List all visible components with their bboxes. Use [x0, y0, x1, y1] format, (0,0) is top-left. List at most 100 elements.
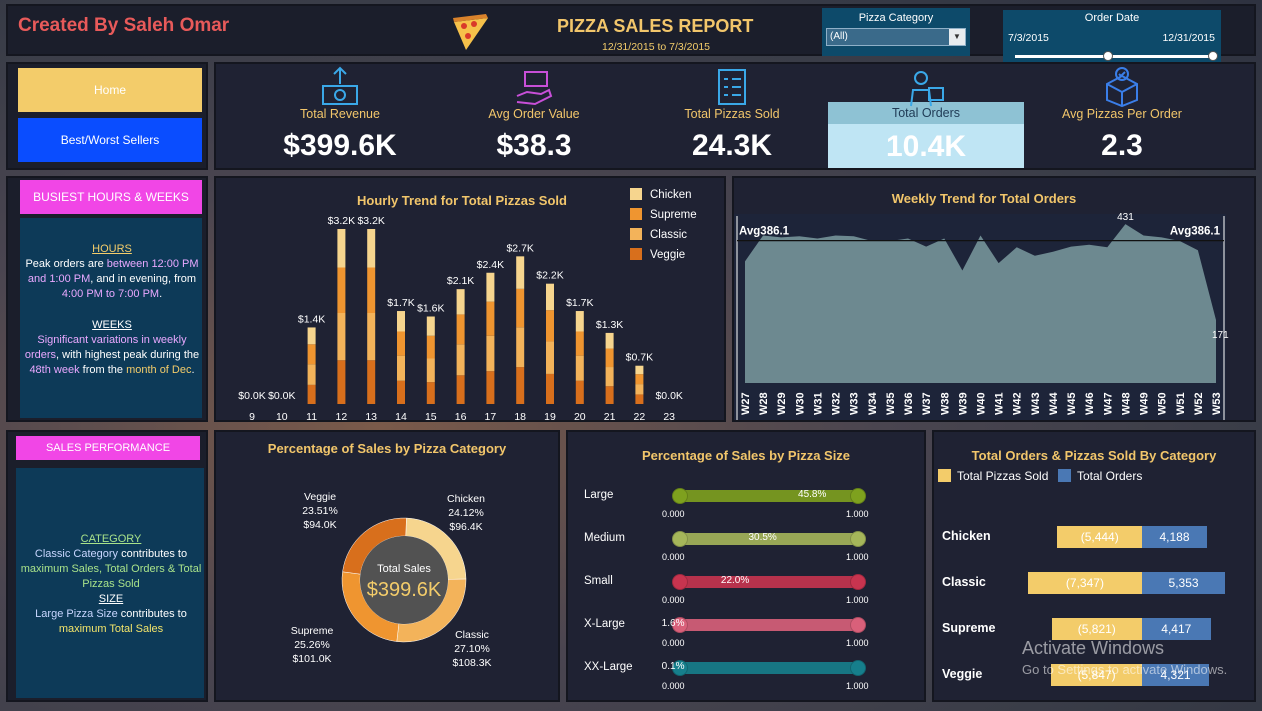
hourly-bar-segment[interactable] — [516, 367, 525, 404]
hourly-bar-segment[interactable] — [456, 344, 465, 376]
hourly-bar-segment[interactable] — [337, 313, 346, 361]
hourly-bar-segment[interactable] — [516, 288, 525, 328]
size-bar-track[interactable] — [678, 619, 858, 631]
total-orders-bar[interactable]: 4,321 — [1142, 664, 1210, 686]
hourly-bar-segment[interactable] — [635, 394, 644, 404]
donut-slice-label: Classic 27.10% $108.3K — [432, 628, 512, 670]
pizza-icon — [453, 14, 488, 50]
hourly-bar-segment[interactable] — [456, 289, 465, 315]
total-orders-bar[interactable]: 5,353 — [1142, 572, 1226, 594]
size-bar-value: 1.6% — [661, 618, 685, 629]
hourly-bar-segment[interactable] — [575, 331, 584, 356]
best-worst-sellers-button[interactable]: Best/Worst Sellers — [18, 118, 202, 162]
hourly-bar-segment[interactable] — [605, 386, 614, 404]
hourly-bar-segment[interactable] — [307, 384, 316, 404]
donut-center-label: Total Sales — [377, 563, 431, 575]
pizzas-sold-bar[interactable]: (5,444) — [1057, 526, 1142, 548]
size-bar-track[interactable] — [678, 533, 858, 545]
hourly-bar-segment[interactable] — [367, 313, 376, 361]
hourly-bar-segment[interactable] — [307, 344, 316, 365]
legend-swatch — [938, 469, 951, 482]
hourly-bar-segment[interactable] — [367, 360, 376, 404]
pizzas-sold-bar[interactable]: (5,847) — [1051, 664, 1142, 686]
hourly-bar-segment[interactable] — [367, 229, 376, 268]
hourly-bar-segment[interactable] — [486, 335, 495, 372]
hourly-tick-label: 11 — [306, 411, 317, 420]
pizzas-sold-bar[interactable]: (7,347) — [1027, 572, 1142, 594]
total-orders-bar[interactable]: 4,188 — [1142, 526, 1208, 548]
hourly-bar-segment[interactable] — [307, 327, 316, 345]
size-chart-title: Percentage of Sales by Pizza Size — [641, 448, 851, 463]
chevron-down-icon[interactable]: ▼ — [949, 29, 965, 45]
size-bar-track[interactable] — [678, 490, 858, 502]
pizza-category-select[interactable]: (All) ▼ — [826, 28, 966, 46]
hourly-bar-segment[interactable] — [575, 311, 584, 332]
hourly-bar-segment[interactable] — [635, 365, 644, 375]
hourly-bar-segment[interactable] — [337, 267, 346, 314]
size-tick-min: 0.000 — [662, 638, 685, 648]
weekly-tick-label: W45 — [1066, 392, 1078, 415]
legend-label: Supreme — [650, 209, 697, 221]
hourly-bar-segment[interactable] — [516, 256, 525, 289]
hourly-bar-segment[interactable] — [486, 272, 495, 302]
size-bar-track[interactable] — [678, 576, 858, 588]
category-chart-title: Total Orders & Pizzas Sold By Category — [971, 448, 1217, 463]
hourly-bar-segment[interactable] — [546, 310, 554, 342]
hourly-bar-segment[interactable] — [337, 229, 346, 268]
hourly-legend-item: Veggie — [630, 248, 685, 261]
size-row-label: Medium — [584, 532, 625, 544]
total-orders-bar[interactable]: 4,417 — [1142, 618, 1211, 640]
kpi-total-orders[interactable]: Total Orders 10.4K — [828, 71, 1024, 168]
hourly-bar-segment[interactable] — [456, 314, 465, 345]
hourly-bar-label: $0.7K — [626, 352, 653, 364]
hourly-bar-segment[interactable] — [546, 341, 554, 374]
hourly-bar-segment[interactable] — [575, 355, 584, 381]
hourly-bar-segment[interactable] — [605, 332, 614, 349]
size-row-label: X-Large — [584, 618, 625, 630]
hourly-bar-segment[interactable] — [426, 335, 435, 359]
hourly-bar-segment[interactable] — [546, 373, 554, 404]
hourly-bar-segment[interactable] — [426, 382, 435, 404]
kpi-avg-pizzas-per-order: Avg Pizzas Per Order 2.3 — [1022, 64, 1222, 168]
category-row-label: Classic — [942, 575, 986, 589]
hourly-bar-segment[interactable] — [605, 348, 614, 368]
hourly-bar-segment[interactable] — [635, 374, 644, 385]
hourly-bar-segment[interactable] — [367, 267, 376, 314]
kpi-label: Avg Pizzas Per Order — [1062, 107, 1182, 121]
hourly-bar-segment[interactable] — [575, 380, 584, 404]
weekly-area[interactable] — [745, 224, 1216, 383]
hourly-bar-segment[interactable] — [397, 380, 405, 404]
hourly-bar-segment[interactable] — [635, 384, 644, 395]
hourly-bar-segment[interactable] — [605, 367, 614, 387]
weekly-tick-label: W31 — [812, 392, 824, 415]
hourly-bar-segment[interactable] — [307, 364, 316, 385]
avg-label-right: Avg386.1 — [1170, 226, 1221, 238]
kpi-value: $399.6K — [283, 129, 397, 162]
hourly-bar-segment[interactable] — [486, 371, 495, 404]
hours-text-2: , and in evening, from — [90, 273, 197, 285]
size-title: SIZE — [98, 593, 124, 605]
size-bar-handle-left — [672, 488, 688, 504]
size-bar-handle-left — [672, 617, 688, 633]
hourly-tick-label: 14 — [395, 411, 407, 420]
hourly-bar-segment[interactable] — [456, 375, 465, 404]
date-slider-handle-end[interactable] — [1208, 51, 1218, 61]
hourly-bar-segment[interactable] — [546, 283, 554, 311]
donut-slice-label: Chicken 24.12% $96.4K — [426, 492, 506, 534]
hourly-bar-segment[interactable] — [486, 301, 495, 336]
donut-label-line: Classic — [455, 629, 489, 641]
hourly-bar-segment[interactable] — [337, 360, 346, 404]
hourly-bar-segment[interactable] — [397, 311, 405, 332]
hourly-bar-segment[interactable] — [426, 316, 435, 336]
date-slider-track[interactable] — [1015, 55, 1213, 58]
hourly-tick-label: 17 — [485, 411, 497, 420]
hourly-bar-segment[interactable] — [426, 358, 435, 383]
hourly-bar-segment[interactable] — [516, 327, 525, 368]
size-bar-track[interactable] — [678, 662, 858, 674]
hourly-bar-segment[interactable] — [397, 355, 405, 381]
hourly-bar-segment[interactable] — [397, 331, 405, 356]
date-slider-handle-start[interactable] — [1103, 51, 1113, 61]
weekly-chart-title: Weekly Trend for Total Orders — [891, 191, 1077, 206]
pizzas-sold-bar[interactable]: (5,821) — [1051, 618, 1142, 640]
home-button[interactable]: Home — [18, 68, 202, 112]
